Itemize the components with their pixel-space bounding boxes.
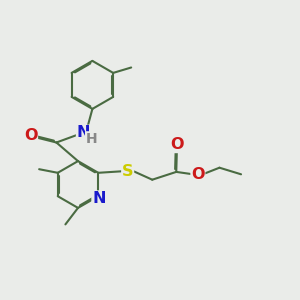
Text: O: O xyxy=(170,137,184,152)
Text: N: N xyxy=(77,125,90,140)
Text: O: O xyxy=(191,167,205,182)
Text: S: S xyxy=(122,164,134,179)
Text: H: H xyxy=(86,132,97,146)
Text: O: O xyxy=(24,128,38,143)
Text: N: N xyxy=(92,191,106,206)
